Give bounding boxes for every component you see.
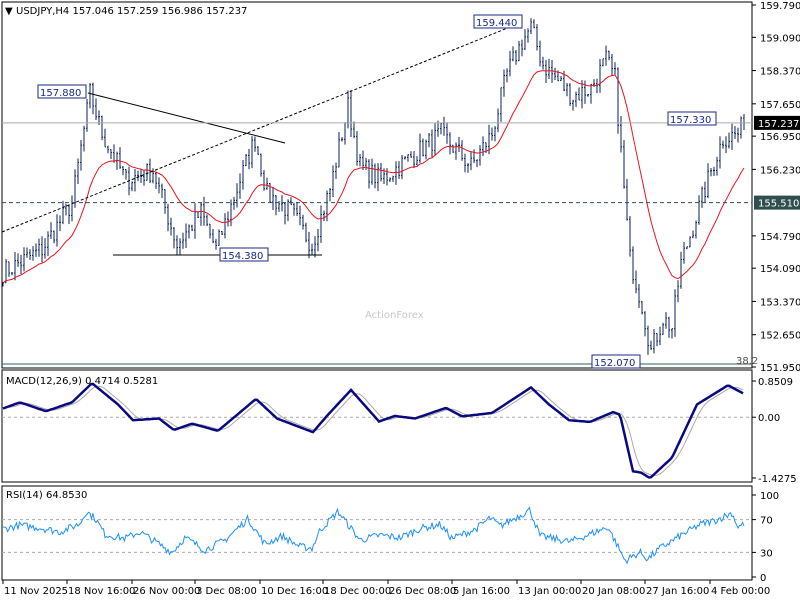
current-price-tag: 157.237 <box>758 119 799 130</box>
price-label-low1: 154.380 <box>222 251 263 262</box>
x-tick-label: 3 Dec 08:00 <box>196 586 257 597</box>
rsi-y-tick-label: 70 <box>760 516 773 527</box>
y-tick-label: 152.650 <box>760 331 800 342</box>
rsi-label: RSI(14) 64.8530 <box>6 490 87 501</box>
rsi-line <box>2 506 745 565</box>
current-price-tag-bg <box>754 115 800 130</box>
y-tick-label: 154.790 <box>760 232 800 243</box>
x-tick-label: 5 Jan 16:00 <box>453 586 510 597</box>
price-label-box-low1 <box>219 247 269 262</box>
price-label-box-low2 <box>591 354 641 369</box>
y-tick-label: 159.790 <box>760 1 800 12</box>
x-tick-label: 20 Jan 08:00 <box>582 586 645 597</box>
y-tick-label: 151.950 <box>760 363 800 374</box>
x-tick-label: 26 Nov 00:00 <box>133 586 200 597</box>
rsi-panel <box>1 485 753 581</box>
x-tick-label: 11 Nov 2025 <box>4 586 68 597</box>
chart-header-ohlc: USDJPY,H4 157.046 157.259 156.986 157.23… <box>16 6 247 17</box>
x-tick-label: 13 Jan 00:00 <box>518 586 581 597</box>
price-label-box-high2 <box>473 14 523 29</box>
collapse-triangle-icon: ▼ <box>5 6 13 17</box>
price-label-low2: 152.070 <box>594 358 635 369</box>
macd-label: MACD(12,26,9) 0.4714 0.5281 <box>6 376 158 387</box>
macd-line <box>2 382 744 479</box>
x-tick-label: 27 Jan 16:00 <box>646 586 709 597</box>
ascending-trendline <box>1 24 516 233</box>
x-tick-label: 26 Dec 08:00 <box>389 586 456 597</box>
watermark: ActionForex <box>365 310 424 321</box>
moving-average-line <box>2 70 745 284</box>
macd-y-tick-label: -1.4275 <box>758 474 797 485</box>
y-tick-label: 158.370 <box>760 67 800 78</box>
macd-y-tick-label: 0.8509 <box>758 377 793 388</box>
y-tick-label: 154.090 <box>760 264 800 275</box>
x-tick-label: 18 Nov 16:00 <box>68 586 135 597</box>
y-tick-label: 157.650 <box>760 100 800 111</box>
price-label-high1: 157.880 <box>40 88 81 99</box>
y-tick-label: 156.230 <box>760 165 800 176</box>
support-price-tag-bg <box>754 195 800 210</box>
price-label-high2: 159.440 <box>476 18 517 29</box>
x-tick-label: 18 Dec 00:00 <box>324 586 391 597</box>
y-tick-label: 159.090 <box>760 33 800 44</box>
y-tick-label: 156.950 <box>760 132 800 143</box>
macd-y-tick-label: 0.00 <box>758 413 780 424</box>
support-price-tag: 155.510 <box>758 199 799 210</box>
x-tick-label: 4 Feb 00:00 <box>711 586 770 597</box>
price-label-recent_high: 157.330 <box>670 115 711 126</box>
price-label-box-recent_high <box>667 111 717 126</box>
x-tick-label: 10 Dec 16:00 <box>261 586 328 597</box>
macd-panel <box>1 369 753 483</box>
descending-trendline <box>87 92 286 144</box>
y-tick-label: 153.370 <box>760 297 800 308</box>
fib-level-label: 38.2 <box>736 356 758 367</box>
price-label-box-high1 <box>37 84 87 99</box>
rsi-y-tick-label: 30 <box>760 548 773 559</box>
rsi-y-tick-label: 0 <box>760 573 766 584</box>
rsi-y-tick-label: 100 <box>760 491 779 502</box>
